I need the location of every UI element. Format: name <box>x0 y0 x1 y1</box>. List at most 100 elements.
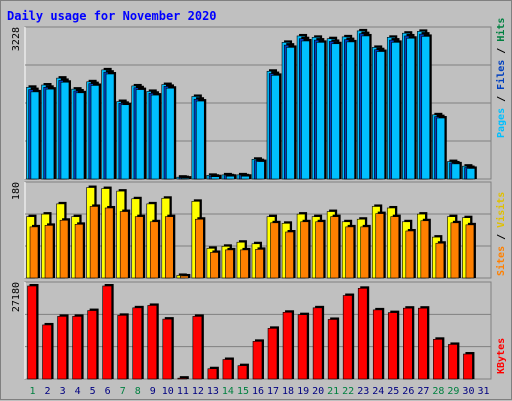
bar-pages-day-23 <box>361 35 370 180</box>
bar-kbytes-day-16 <box>252 341 263 380</box>
middle-panel-max-label: 180 <box>11 182 22 200</box>
bar-pages-day-29 <box>451 163 461 180</box>
visits-sites-panel <box>24 181 492 279</box>
bar-kbytes-day-19 <box>297 314 308 380</box>
bar-pages-day-20 <box>316 42 325 180</box>
chart-title: Daily usage for November 2020 <box>7 9 217 23</box>
bar-kbytes-day-2 <box>42 324 52 380</box>
side-label-sep2: / <box>496 42 507 60</box>
x-tick-label-day-16: 16 <box>252 386 264 397</box>
bar-pages-day-19 <box>301 40 310 180</box>
x-tick-label-day-5: 5 <box>90 386 96 397</box>
bar-sites-day-11 <box>180 275 189 279</box>
bar-kbytes-day-12 <box>192 316 203 380</box>
bar-kbytes-day-10 <box>162 318 173 380</box>
bar-pages-day-22 <box>346 41 355 180</box>
side-label-sep1: / <box>496 90 507 108</box>
bar-sites-day-1 <box>29 226 39 279</box>
top-panel-side-label: Pages / Files / Hits <box>495 18 507 138</box>
x-tick-label-day-17: 17 <box>267 386 279 397</box>
bar-kbytes-day-28 <box>433 339 443 380</box>
x-tick-label-day-18: 18 <box>282 386 294 397</box>
kbytes-panel <box>24 281 492 380</box>
x-tick-label-day-23: 23 <box>357 386 369 397</box>
bar-pages-day-7 <box>120 104 130 180</box>
bar-pages-day-6 <box>105 73 115 180</box>
bar-sites-day-27 <box>420 220 430 279</box>
x-tick-label-day-24: 24 <box>372 386 384 397</box>
bar-pages-day-26 <box>406 37 416 180</box>
bar-pages-day-5 <box>90 85 100 180</box>
x-tick-label-day-1: 1 <box>30 386 36 397</box>
bar-sites-day-7 <box>119 211 129 279</box>
bar-pages-day-3 <box>60 81 70 180</box>
bar-pages-day-18 <box>286 47 295 180</box>
bar-pages-day-27 <box>421 36 431 180</box>
bar-kbytes-day-5 <box>87 310 97 380</box>
bar-pages-day-8 <box>135 89 145 180</box>
bar-sites-day-22 <box>345 226 354 279</box>
x-tick-label-day-21: 21 <box>327 386 339 397</box>
x-tick-label-day-2: 2 <box>45 386 51 397</box>
x-tick-label-day-8: 8 <box>135 386 141 397</box>
bar-sites-day-20 <box>315 221 324 279</box>
bar-sites-day-14 <box>225 249 234 279</box>
side-label-files: Files <box>495 60 507 90</box>
x-tick-label-day-13: 13 <box>207 386 219 397</box>
bar-pages-day-24 <box>376 51 385 180</box>
x-tick-label-day-19: 19 <box>297 386 309 397</box>
bar-sites-day-15 <box>240 249 249 279</box>
bar-kbytes-day-29 <box>448 344 458 380</box>
x-axis-day-labels: 1 2 3 4 5 6 7 8 9 10 11 12 13 14 15 16 17 18 19 20 21 22 23 24 2… <box>30 386 490 397</box>
side-label-visits: Visits <box>495 192 507 228</box>
bar-kbytes-day-14 <box>222 359 233 380</box>
bar-pages-day-9 <box>150 94 160 180</box>
bar-pages-day-4 <box>75 92 85 180</box>
x-tick-label-day-26: 26 <box>402 386 414 397</box>
x-tick-label-day-22: 22 <box>342 386 354 397</box>
middle-panel-side-label: Sites / Visits <box>495 192 507 276</box>
bar-pages-day-21 <box>331 43 340 180</box>
x-tick-label-day-31: 31 <box>477 386 489 397</box>
bar-sites-day-28 <box>435 242 445 279</box>
top-panel-max-label: 3228 <box>11 27 22 51</box>
bottom-panel-max-label: 27180 <box>11 282 22 312</box>
bar-kbytes-day-23 <box>357 288 368 380</box>
bar-pages-day-28 <box>436 117 446 180</box>
bar-pages-day-12 <box>195 100 205 180</box>
bar-sites-day-23 <box>360 226 370 279</box>
bar-kbytes-day-25 <box>387 312 398 380</box>
x-tick-label-day-25: 25 <box>387 386 399 397</box>
bar-sites-day-3 <box>59 219 69 279</box>
x-tick-label-day-20: 20 <box>312 386 324 397</box>
x-tick-label-day-4: 4 <box>75 386 81 397</box>
x-tick-label-day-28: 28 <box>432 386 444 397</box>
bar-pages-day-11-shadow <box>183 176 192 179</box>
bar-kbytes-day-27 <box>418 307 428 380</box>
bar-kbytes-day-11 <box>177 377 188 380</box>
x-tick-label-day-9: 9 <box>150 386 156 397</box>
x-tick-label-day-3: 3 <box>60 386 66 397</box>
bar-sites-day-12 <box>195 218 204 279</box>
bar-kbytes-day-15 <box>237 365 248 380</box>
bar-sites-day-24 <box>375 213 385 279</box>
side-label-pages: Pages <box>496 108 507 138</box>
bar-kbytes-day-9 <box>147 305 158 380</box>
bar-pages-day-10 <box>165 87 175 180</box>
hits-files-pages-panel <box>24 26 492 180</box>
x-tick-label-day-15: 15 <box>237 386 249 397</box>
bar-sites-day-19 <box>300 221 309 279</box>
bar-sites-day-6 <box>104 207 114 279</box>
bar-sites-day-5 <box>89 206 99 279</box>
bar-pages-day-2 <box>45 88 55 180</box>
bar-kbytes-day-6 <box>102 285 112 380</box>
x-tick-label-day-30: 30 <box>462 386 474 397</box>
bar-kbytes-day-30 <box>463 353 473 380</box>
bar-kbytes-day-8 <box>132 307 143 380</box>
bar-kbytes-day-7 <box>117 315 127 380</box>
bar-kbytes-day-17 <box>267 328 278 380</box>
bottom-panel-side-label: KBytes <box>496 338 507 374</box>
bar-pages-day-14 <box>226 175 235 180</box>
bar-sites-day-21 <box>330 216 339 279</box>
